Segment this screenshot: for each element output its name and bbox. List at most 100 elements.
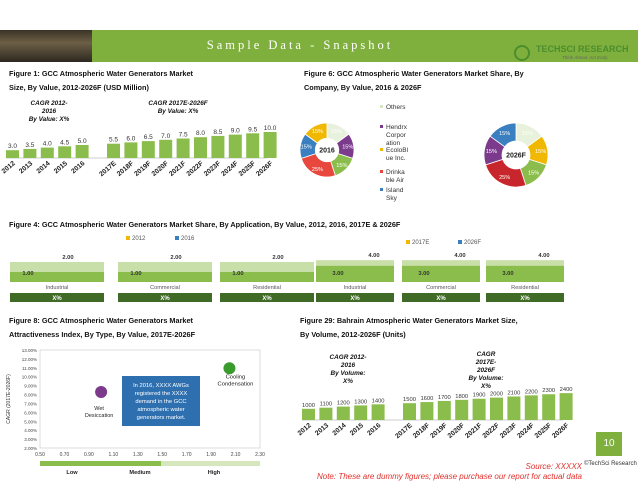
logo-icon	[514, 45, 530, 61]
segment-b-Industrial	[316, 260, 394, 266]
bubble-label: Condensation	[218, 381, 254, 387]
x-tick-label: 2016	[366, 422, 382, 437]
fig6-title: Figure 6: GCC Atmospheric Water Generato…	[304, 67, 634, 95]
bar-value-label: 2300	[542, 388, 555, 394]
bar-value-label: 5.0	[78, 138, 87, 145]
fig6-title-line2: Company, By Value, 2016 & 2026F	[304, 83, 422, 92]
pie-2026f-center-label: 2026F	[506, 153, 527, 160]
segment-a-Commercial	[402, 265, 480, 282]
x-tick-label: 0.70	[60, 452, 70, 458]
x-tick-label: 2024F	[220, 160, 239, 178]
x-tick-label: 0.50	[35, 452, 45, 458]
fig4-bar-chart: 2012 2016 2017E 2026F 1.00 2.00 Industrial X% 1.…	[10, 236, 564, 302]
bar-2018F	[124, 142, 138, 158]
bar-2021F	[176, 138, 190, 158]
header-photo	[0, 30, 92, 62]
share-label: X%	[52, 296, 62, 302]
source-text: Source: XXXXX	[525, 462, 582, 471]
legend-label: Drinka	[386, 169, 405, 176]
bar-value-label: 6.5	[144, 134, 153, 141]
bar-value-label: 10.0	[264, 125, 277, 132]
bar-value-label: 7.0	[161, 133, 170, 140]
note-line: registered the XXXX	[135, 391, 188, 397]
bar-2022F	[490, 397, 503, 420]
bar-2012	[6, 150, 19, 158]
company-logo: TECHSCI RESEARCH Think Ahead. Act Early.	[512, 44, 632, 64]
legend-swatch-2026f	[458, 240, 462, 244]
value-a-label: 1.00	[130, 271, 141, 277]
y-tick-label: 8.00%	[24, 393, 37, 398]
legend-label: 2016	[181, 236, 195, 242]
pie-2026f-slice-label: 15%	[499, 131, 510, 137]
y-tick-label: 10.00%	[22, 375, 37, 380]
note-line: generators market.	[137, 415, 186, 421]
x-tick-label: 2025F	[238, 160, 257, 178]
bar-2014	[336, 406, 350, 420]
bar-value-label: 3.5	[25, 142, 34, 149]
fig29-cagr1-line1: CAGR 2012-	[329, 354, 367, 361]
bar-2025F	[246, 133, 260, 158]
fig1-cagr2-line1: CAGR 2017E-2026F	[148, 100, 208, 107]
share-label: X%	[262, 296, 272, 302]
y-tick-label: 3.00%	[24, 437, 37, 442]
bar-value-label: 1700	[438, 395, 451, 401]
bubble-label: Cooling	[226, 374, 246, 380]
x-tick-label: 2021F	[464, 422, 483, 440]
fig29-cagr2-line2: 2017E-	[475, 359, 497, 366]
legend-label: ation	[386, 140, 400, 147]
y-tick-label: 2.00%	[24, 446, 37, 451]
pie-2016-slice-label: 15%	[331, 129, 342, 135]
x-tick-label: 1.90	[206, 452, 216, 458]
value-b-label: 4.00	[368, 253, 379, 259]
page-number: 10	[596, 432, 622, 456]
legend-swatch	[380, 170, 383, 173]
pie-2016-slice-label: 15%	[336, 163, 347, 169]
y-axis-label: CAGR (2017E-2026F)	[6, 374, 12, 424]
fig4-title: Figure 4: GCC Atmospheric Water Generato…	[9, 220, 401, 229]
x-tick-label: 2022F	[186, 160, 205, 178]
x-tick-label: 2015	[349, 422, 365, 437]
bar-2023F	[507, 396, 521, 420]
bar-value-label: 2400	[560, 387, 573, 393]
x-tick-label: 2018F	[116, 160, 135, 178]
bar-2015	[354, 405, 368, 420]
legend-swatch-2016	[175, 236, 179, 240]
bar-value-label: 1400	[372, 398, 385, 404]
header-band	[0, 30, 638, 62]
fig1-bar-chart: 3.0 2012 3.5 2013 4.0 2014 4.5 2015 5.0 2016 5.5 20…	[1, 125, 277, 178]
value-b-label: 2.00	[62, 255, 73, 261]
segment-b-Commercial	[118, 262, 212, 272]
pie-2016-hole	[314, 137, 340, 163]
bar-value-label: 2100	[507, 390, 520, 396]
y-tick-label: 4.00%	[24, 428, 37, 433]
copyright: ©TechSci Research	[584, 461, 637, 467]
fig29-cagr-callout-1: CAGR 2012- 2016 By Volume: X%	[322, 354, 374, 386]
bar-2012	[302, 408, 315, 420]
fig6-pie-charts: 15% 15% 15% 25% 15% 15% 2016 15% 15% 15% 25% 15% 15%…	[300, 104, 549, 202]
category-label: Residential	[511, 285, 539, 291]
scale-bar-fill	[40, 461, 161, 466]
value-a-label: 1.00	[232, 271, 243, 277]
scale-label: Medium	[129, 470, 150, 476]
x-tick-label: 2013	[314, 422, 330, 437]
legend-swatch	[380, 188, 383, 191]
share-bar	[486, 293, 564, 302]
note-box	[122, 376, 200, 426]
category-label: Commercial	[150, 285, 180, 291]
logo-text: TECHSCI RESEARCH	[536, 44, 629, 54]
share-label: X%	[520, 296, 530, 302]
bar-value-label: 6.0	[126, 135, 135, 142]
pie-2016-slice-label: 25%	[312, 167, 323, 173]
share-bar	[10, 293, 104, 302]
bar-value-label: 9.5	[248, 126, 257, 133]
bar-2017E	[403, 403, 416, 420]
bar-2019F	[437, 400, 451, 420]
legend-label: Island	[386, 187, 404, 194]
fig1-cagr1-line2: 2016	[41, 108, 57, 115]
x-tick-label: 2013	[18, 160, 34, 175]
fig1-cagr1-line1: CAGR 2012-	[30, 100, 68, 107]
y-tick-label: 12.00%	[22, 357, 37, 362]
fig29-title-line1: Figure 29: Bahrain Atmospheric Water Gen…	[300, 316, 518, 325]
x-tick-label: 2.10	[231, 452, 241, 458]
fig1-cagr1-line3: By Value: X%	[28, 116, 70, 123]
